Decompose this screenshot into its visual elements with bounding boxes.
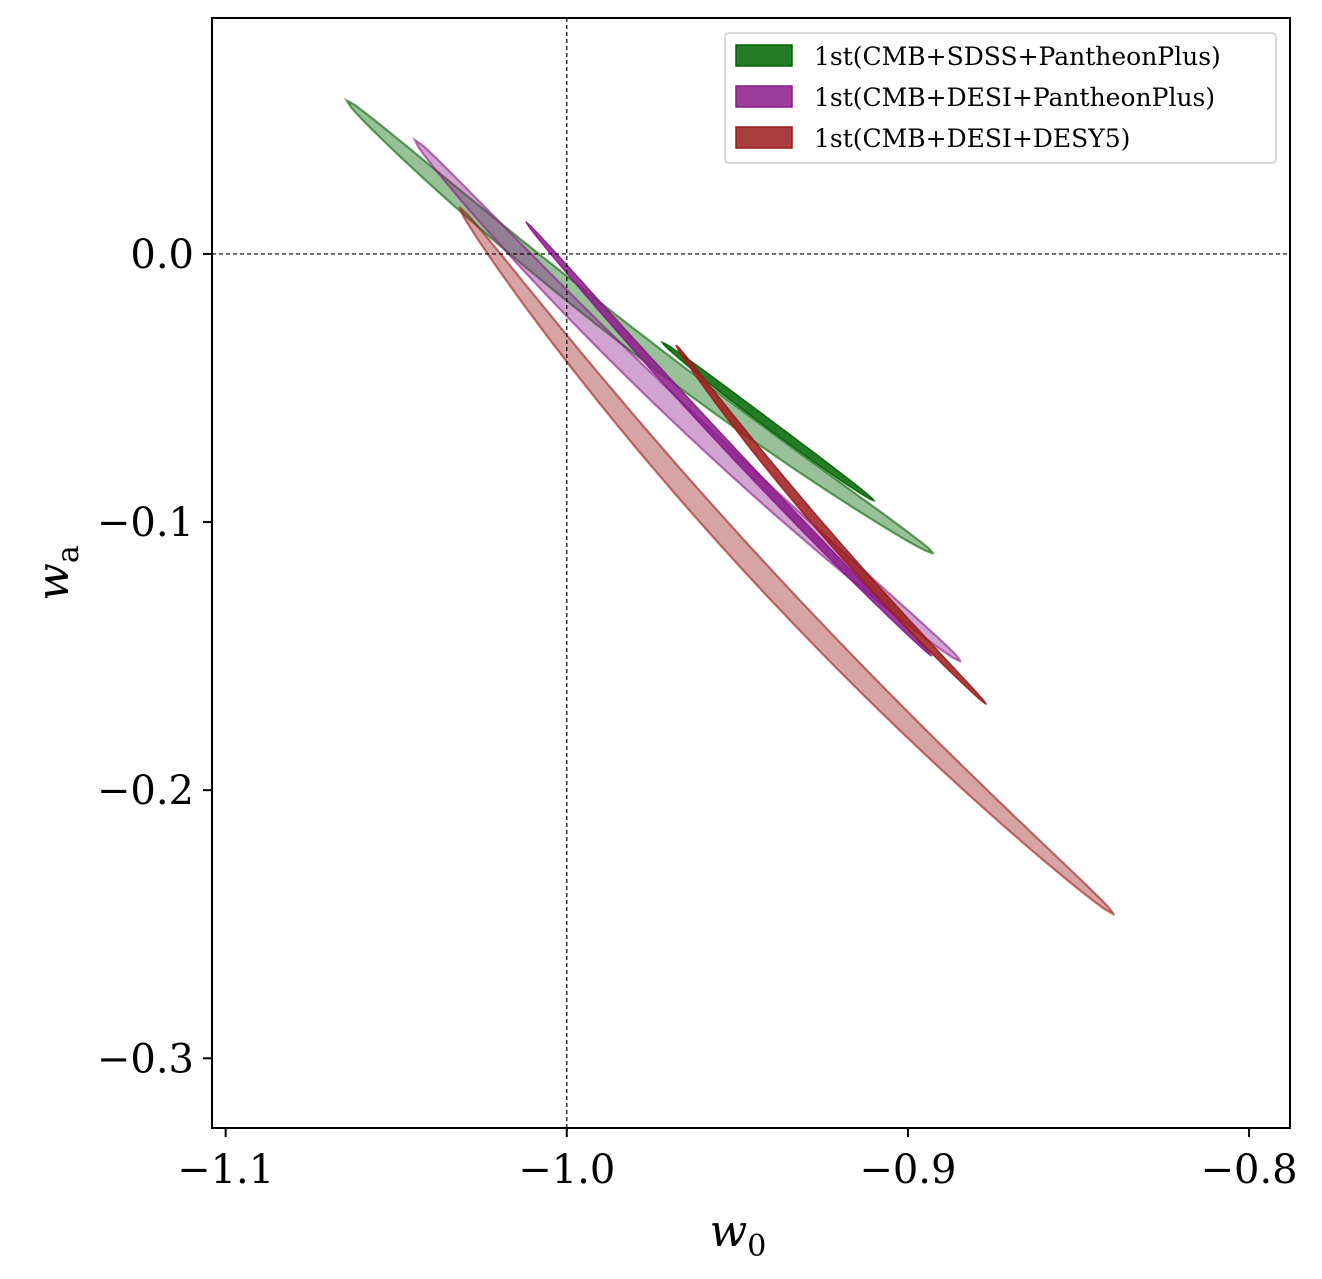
x-axis-ticks: −1.1 −1.0 −0.9 −0.8 [177,1128,1298,1193]
y-tick-label: −0.3 [97,1036,194,1082]
legend-label: 1st(CMB+DESI+DESY5) [814,124,1130,153]
contour-inner-1st-cmb-desi-desy5 [675,344,988,706]
y-axis-label: wa [28,545,86,601]
legend-swatch [735,85,793,108]
y-tick-label: −0.1 [97,500,194,546]
x-tick-label: −0.9 [859,1147,956,1193]
contour-outer-1st-cmb-desi-pantheonplus [412,136,962,663]
reference-lines [212,18,1290,1128]
legend-swatch [735,44,793,67]
contour-inner-1st-cmb-sdss-pantheonplus [660,340,876,503]
legend: 1st(CMB+SDSS+PantheonPlus) 1st(CMB+DESI+P… [724,32,1277,164]
y-tick-label: −0.2 [97,768,194,814]
x-tick-label: −0.8 [1200,1147,1297,1193]
x-tick-label: −1.1 [177,1147,274,1193]
legend-label: 1st(CMB+SDSS+PantheonPlus) [814,42,1221,71]
x-tick-label: −1.0 [518,1147,615,1193]
contour-outer-1st-cmb-desi-desy5 [458,206,1116,916]
plot-frame [211,17,1291,1129]
legend-label: 1st(CMB+DESI+PantheonPlus) [814,83,1215,112]
legend-box [724,32,1277,164]
contour-outer-1st-cmb-sdss-pantheonplus [343,97,935,555]
legend-swatch [735,126,793,149]
x-axis-label: w0 [710,1206,767,1264]
y-tick-label: 0.0 [130,232,194,278]
y-axis-ticks: 0.0 −0.1 −0.2 −0.3 [97,232,212,1082]
